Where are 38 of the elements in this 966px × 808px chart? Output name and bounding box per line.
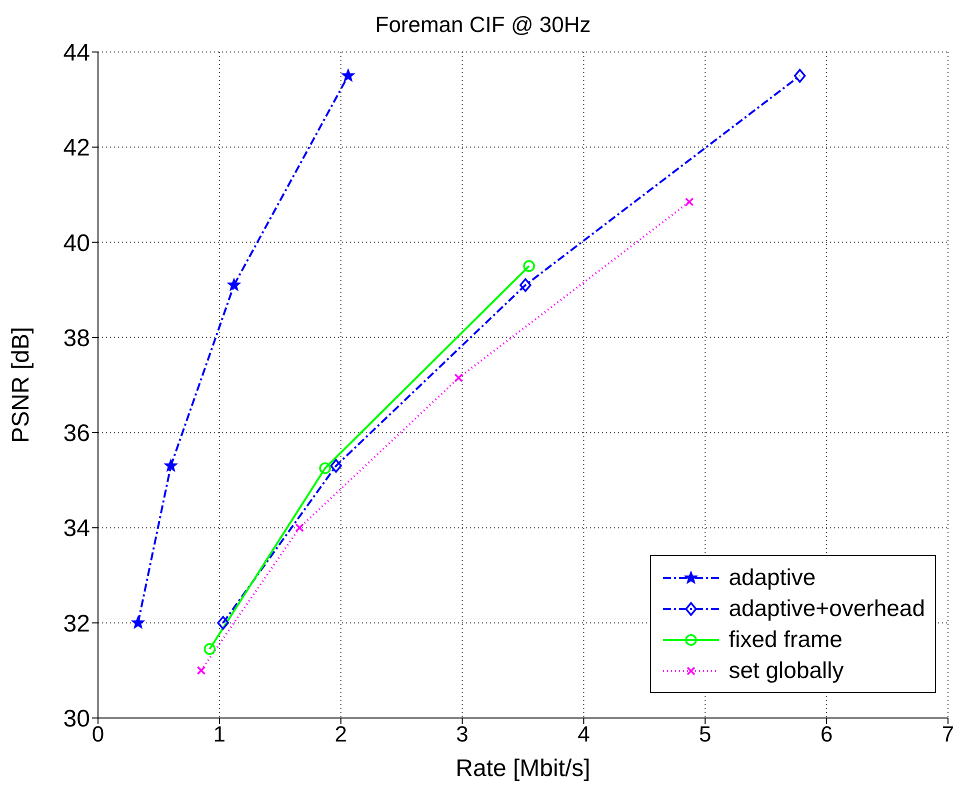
- x-tick-label: 4: [578, 722, 590, 747]
- legend-label: set globally: [728, 657, 844, 684]
- point: [454, 373, 464, 382]
- x-tick-label: 0: [92, 722, 104, 747]
- point: [227, 278, 241, 291]
- point: [342, 68, 355, 82]
- y-tick-label: 38: [63, 324, 90, 352]
- y-tick-label: 32: [63, 610, 90, 638]
- y-tick-label: 36: [63, 420, 90, 448]
- x-tick-label: 1: [213, 722, 226, 747]
- y-tick-label: 40: [63, 230, 90, 257]
- chart-title: Foreman CIF @ 30Hz: [375, 12, 591, 37]
- point: [164, 458, 178, 472]
- point: [794, 68, 806, 83]
- x-tick-label: 6: [820, 722, 833, 747]
- y-tick-label: 30: [63, 706, 90, 733]
- point: [319, 462, 331, 474]
- y-tick-label: 44: [63, 40, 90, 67]
- x-tick-label: 2: [334, 722, 347, 747]
- x-tick-label: 5: [699, 722, 712, 747]
- point: [523, 260, 535, 272]
- point: [330, 458, 342, 473]
- point: [217, 616, 229, 630]
- point: [295, 523, 304, 532]
- y-axis-title: PSNR [dB]: [8, 326, 35, 444]
- x-tick-label: 3: [456, 722, 468, 747]
- point: [684, 197, 694, 206]
- point: [196, 666, 206, 675]
- y-tick-label: 42: [63, 134, 90, 162]
- x-axis-title: Rate [Mbit/s]: [456, 755, 590, 782]
- y-tick-label: 34: [63, 515, 90, 542]
- legend-label: adaptive: [728, 564, 816, 591]
- x-tick-label: 7: [942, 722, 954, 747]
- point: [204, 643, 216, 655]
- point: [520, 278, 532, 292]
- point: [131, 616, 145, 629]
- legend-label: fixed frame: [728, 626, 842, 653]
- legend-label: adaptive+overhead: [728, 595, 925, 622]
